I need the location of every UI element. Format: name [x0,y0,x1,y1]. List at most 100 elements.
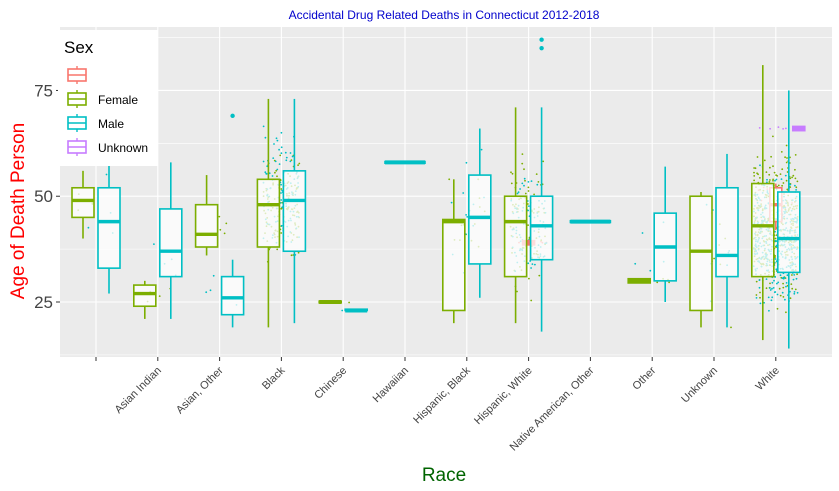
jitter-point [533,193,535,196]
jitter-point [262,160,265,163]
jitter-point [536,183,539,186]
jitter-point [297,251,300,254]
jitter-point [779,173,782,176]
jitter-point [772,135,774,138]
jitter-point [158,295,161,297]
x-axis-label: Race [422,465,466,486]
jitter-point [465,161,468,164]
box [159,208,183,278]
jitter-point [271,175,274,177]
jitter-point [649,269,652,272]
jitter-point [524,179,526,182]
box-Female-Hispanic, White [503,107,528,324]
legend-label: Unknown [98,141,148,155]
jitter-point [756,156,759,158]
box-Female-White [750,65,775,341]
jitter-point [786,274,789,277]
jitter-point [759,302,762,305]
jitter-point [769,282,771,285]
jitter-point [774,258,777,260]
outlier-point [230,113,235,119]
jitter-point [285,159,288,162]
jitter-point [290,254,293,257]
box-Male-Asian, Other [220,259,245,328]
jitter-point [774,275,776,278]
box-Female-Asian, Other [194,175,219,256]
jitter-point [289,160,292,163]
jitter-point [527,209,529,212]
jitter-point [280,192,282,194]
jitter-point [289,152,292,154]
jitter-point [527,262,530,265]
jitter-point [465,214,467,216]
jitter-point [785,144,788,147]
box-Male-Black [282,98,307,324]
jitter-point [279,154,282,157]
box [441,218,466,312]
x-tick-label: Hispanic, Black [411,364,473,426]
jitter-point [517,191,520,194]
jitter-point [759,177,761,179]
jitter-point [791,287,794,290]
jitter-point [781,291,784,294]
box [467,174,492,265]
box-Male-Hawaiian [384,160,426,165]
jitter-point [212,274,215,277]
jitter-point [767,296,770,299]
jitter-point [466,216,469,218]
jitter-point [780,178,783,181]
jitter-point [225,222,228,225]
jitter-point [280,183,282,186]
jitter-point [754,167,757,170]
jitter-point [775,268,778,271]
x-axis: Asian Indian Asian, Other Black Chinese Hawa… [95,357,782,454]
jitter-point [280,152,283,155]
jitter-point [280,146,283,149]
jitter-point [753,167,755,169]
jitter-point [793,291,796,293]
jitter-point [774,240,777,242]
box-Male-Chinese [344,308,369,313]
jitter-point [763,159,766,162]
jitter-point [781,184,783,187]
jitter-point [776,307,779,310]
box-Female-Black [256,98,281,328]
x-tick-label: Other [630,364,658,392]
x-tick-label: White [754,365,782,393]
jitter-point [753,179,755,182]
legend: Sex Female Male Unknown [58,30,158,166]
jitter-point [281,189,283,192]
box-Male-Native American, Other [569,219,612,224]
jitter-point [510,182,513,185]
jitter-point [480,148,483,151]
jitter-point [527,190,530,192]
jitter-point [794,184,796,187]
jitter-point [775,174,777,177]
jitter-point [796,273,798,276]
jitter-point [765,287,768,290]
jitter-point [793,274,796,276]
box-Male-White [776,90,801,349]
jitter-point [297,164,299,167]
jitter-point [516,290,518,293]
jitter-point [777,126,780,128]
jitter-point [276,139,279,142]
box [750,182,775,278]
jitter-point [298,162,301,165]
box [256,178,281,248]
jitter-point [275,169,278,172]
legend-label: Male [98,117,124,131]
jitter-point [276,168,279,171]
jitter-point [784,174,787,177]
jitter-point [530,299,533,302]
jitter-point [778,287,781,290]
jitter-point [759,296,761,299]
jitter-point [775,178,778,181]
jitter-point [776,293,779,296]
jitter-point [450,201,453,204]
box [503,195,528,278]
jitter-point [280,131,283,134]
jitter-point [527,203,529,205]
y-tick-label: 50 [34,187,53,206]
jitter-point [770,299,773,302]
